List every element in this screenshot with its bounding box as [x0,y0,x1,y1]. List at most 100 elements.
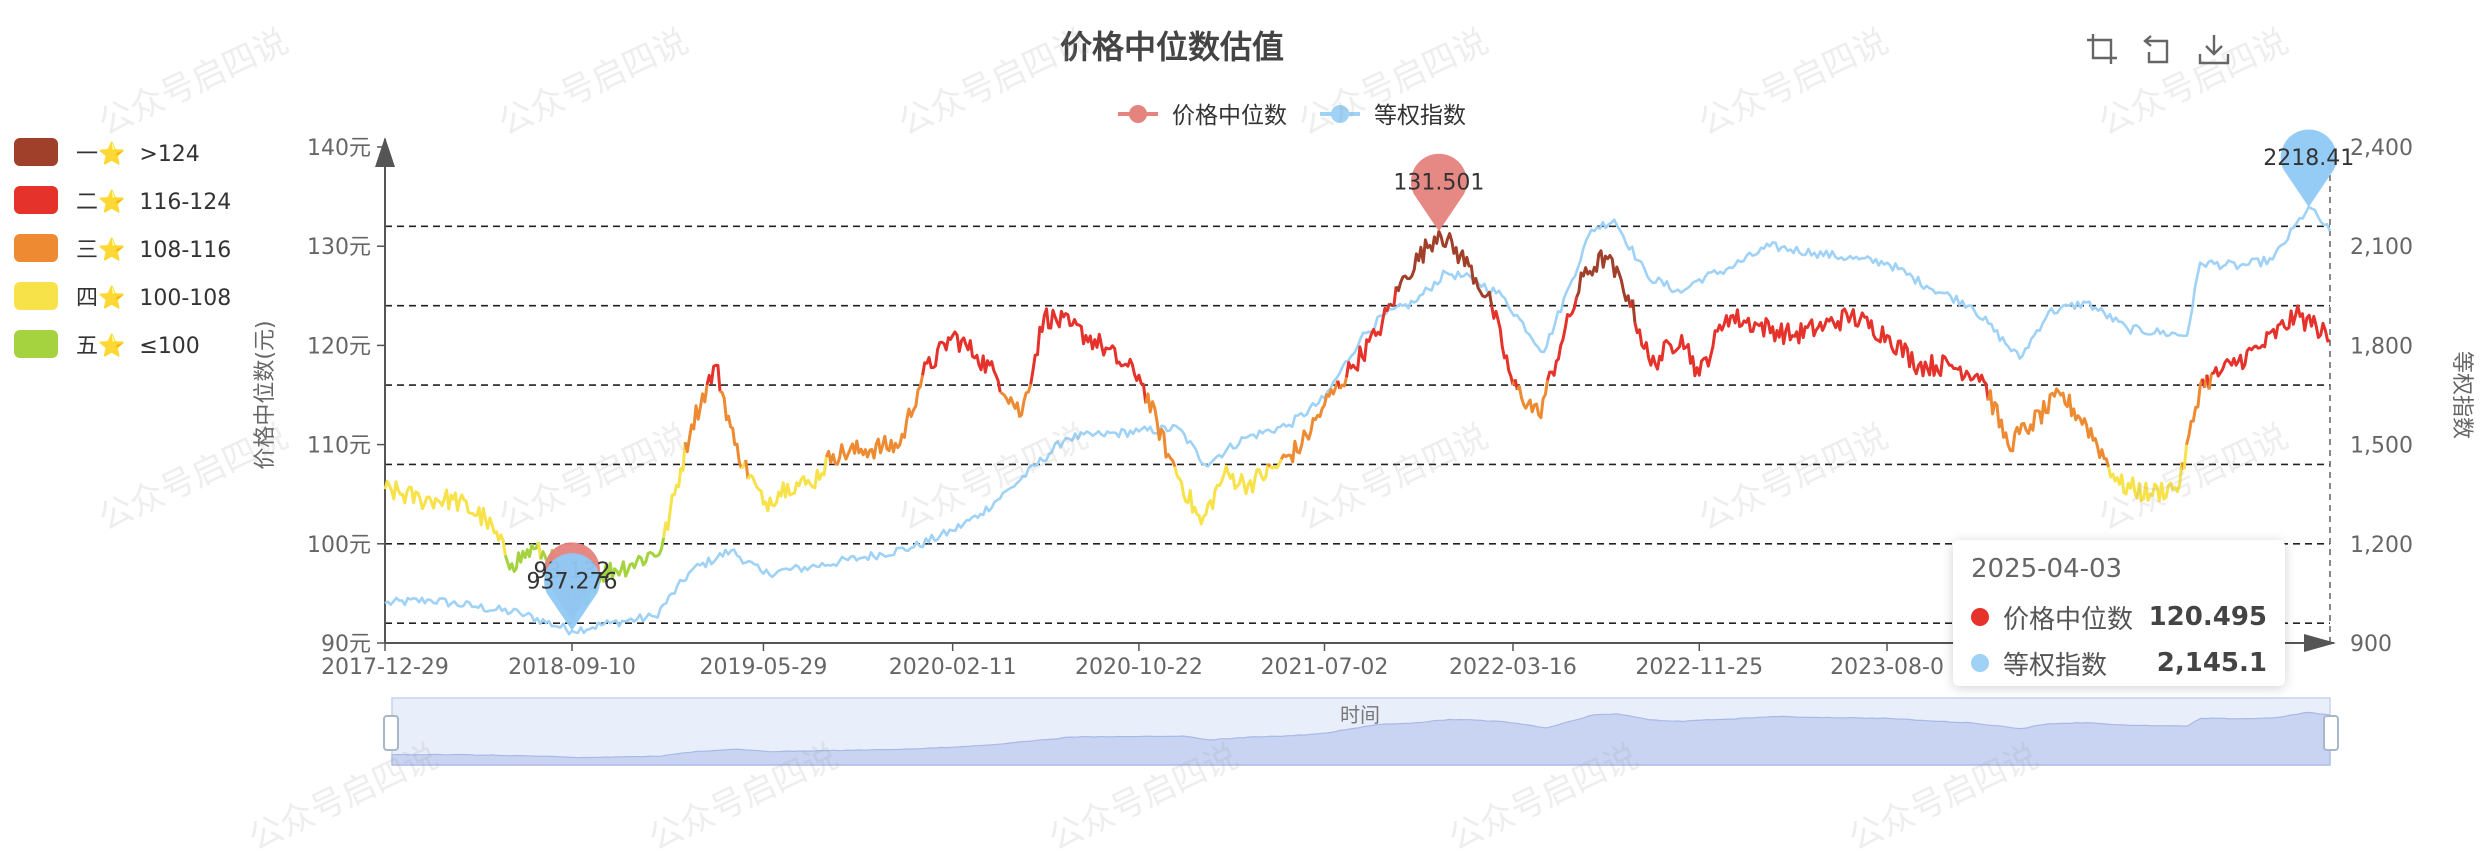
data-zoom-handle-left[interactable] [383,715,399,751]
y-left-tick-label: 100元 [307,533,371,558]
series-line-price-median-segment [705,363,722,392]
legend-marker [1331,105,1349,123]
zoom-icon[interactable] [2085,32,2119,66]
series-line-price-median-segment [719,390,743,469]
toolbox [2085,32,2231,66]
series-line-price-median-segment [683,384,709,454]
series-line-price-median-segment [2107,462,2184,503]
series-line-price-median-segment [1986,387,2110,468]
mark-min-equal-weight-index-label: 937.276 [527,570,618,595]
series-line-price-median-segment [1173,463,1270,526]
visual-map-item-level-4[interactable]: 四⭐ 100-108 [14,272,231,320]
y-left-tick-label: 140元 [307,136,371,161]
y-right-tick-label: 1,200 [2350,533,2413,558]
series-line-price-median-segment [1029,307,1148,404]
y-right-tick-label: 2,400 [2350,136,2413,161]
series-line-equal-weight-index [384,205,2332,636]
y-left-tick-label: 130元 [307,235,371,260]
tooltip-row-price: 价格中位数 120.495 [1971,594,2267,640]
x-tick-label: 2022-03-16 [1449,655,1577,680]
visual-map-swatch [14,186,58,214]
visual-map-label: 五⭐ ≤100 [76,334,200,359]
tooltip-series-name: 价格中位数 [2003,604,2134,635]
legend-marker [1129,105,1147,123]
x-tick-label: 2023-08-0 [1830,655,1944,680]
visual-map-swatch [14,138,58,166]
y-left-tick-label: 110元 [307,434,371,459]
zoom-reset-icon[interactable] [2141,32,2175,66]
series-line-price-median-segment [2182,444,2188,470]
visual-map-item-level-1[interactable]: 一⭐ >124 [14,128,231,176]
series-line-price-median-segment [1279,380,1340,464]
series-line-price-median-segment [744,459,750,480]
series-line-price-median-segment [1516,380,1549,420]
series-line-price-median-segment [1633,307,1990,401]
tooltip-marker [1971,654,1989,672]
visual-map-legend: 一⭐ >124 二⭐ 116-124 三⭐ 108-116 四⭐ 100-108… [14,128,231,368]
x-tick-label: 2020-02-11 [889,655,1017,680]
visual-map-item-level-2[interactable]: 二⭐ 116-124 [14,176,231,224]
y-right-tick-label: 900 [2350,632,2392,657]
x-tick-label: 2022-11-25 [1635,655,1763,680]
series-line-price-median-segment [746,456,828,513]
visual-map-label: 三⭐ 108-116 [76,238,232,263]
mark-max-price-median [1410,153,1467,232]
series-line-price-median-segment [1144,392,1177,468]
data-zoom-handle-right[interactable] [2323,715,2339,751]
visual-map-item-level-3[interactable]: 三⭐ 108-116 [14,224,231,272]
series-line-price-median-segment [1338,376,1348,390]
series-line-price-median-segment [1392,286,1398,306]
tooltip: 2025-04-03 价格中位数 120.495 等权指数 2,145.1 [1953,540,2285,686]
series-line-price-median-segment [1546,296,1579,381]
series-line-price-median-segment [999,383,1033,418]
series-line-price-median-segment [2207,373,2213,390]
mark-max-equal-weight-index-label: 2218.41 [2263,146,2354,171]
x-tick-label: 2017-12-29 [321,655,449,680]
series-line-price-median-segment [2185,378,2204,446]
visual-map-swatch [14,330,58,358]
tooltip-series-value: 120.495 [2148,602,2267,632]
series-line-price-median-segment [2211,304,2331,378]
mark-min-equal-weight-index [544,553,601,631]
download-icon[interactable] [2197,32,2231,66]
mark-max-equal-weight-index [2280,129,2337,208]
tooltip-row-index: 等权指数 2,145.1 [1971,640,2267,686]
y-right-tick-label: 2,100 [2350,235,2413,260]
series-line-price-median-segment [1490,305,1515,386]
series-line-price-median-segment [1266,462,1272,468]
tooltip-series-value: 2,145.1 [2156,648,2267,678]
legend-label: 等权指数 [1374,103,1466,129]
visual-map-label: 一⭐ >124 [76,142,200,167]
series-line-price-median-segment [503,541,540,573]
x-tick-label: 2020-10-22 [1075,655,1203,680]
x-tick-label: 2021-07-02 [1261,655,1389,680]
series-line-price-median-segment [824,374,925,466]
chart-title: 价格中位数估值 [1060,28,1284,66]
series-line-price-median-segment [1269,458,1283,470]
x-axis-arrow [2304,634,2336,652]
y-right-axis-name: 等权指数 [2449,351,2474,439]
series-line-price-median-segment [662,442,687,539]
mark-max-price-median-label: 131.501 [1393,170,1484,195]
y-right-tick-label: 1,800 [2350,334,2413,359]
data-zoom-label: 时间 [1340,703,1380,727]
tooltip-series-name: 等权指数 [2003,650,2108,681]
visual-map-swatch [14,282,58,310]
tooltip-date: 2025-04-03 [1971,554,2123,584]
series-line-price-median-segment [1394,229,1494,306]
series-line-price-median-segment [921,330,1002,393]
visual-map-swatch [14,234,58,262]
y-axis-left-arrow [375,137,395,167]
x-tick-label: 2018-09-10 [508,655,636,680]
visual-map-item-level-5[interactable]: 五⭐ ≤100 [14,320,231,368]
series-line-price-median-segment [1631,299,1637,323]
y-left-axis-name: 价格中位数(元) [253,320,278,469]
x-tick-label: 2019-05-29 [700,655,828,680]
visual-map-label: 四⭐ 100-108 [76,286,232,311]
series-line-price-median-segment [383,479,507,556]
series-line-price-median-segment [1575,249,1632,308]
y-right-tick-label: 1,500 [2350,434,2413,459]
data-zoom-preview [391,711,2331,766]
tooltip-marker [1971,608,1989,626]
